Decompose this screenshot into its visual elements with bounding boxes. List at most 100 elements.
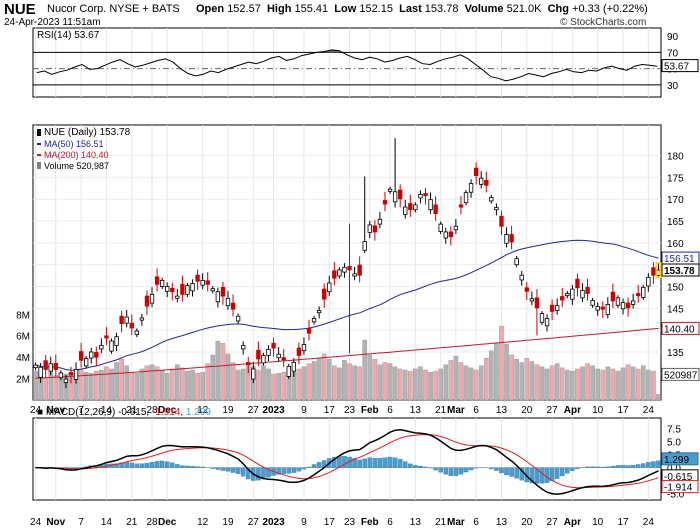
price-x-label: 27 bbox=[248, 405, 260, 416]
rsi-title: RSI(14) 53.67 bbox=[37, 30, 100, 41]
candle-body bbox=[139, 317, 145, 321]
volume-bar bbox=[195, 373, 200, 401]
candle-body bbox=[362, 241, 367, 251]
candle-body bbox=[43, 360, 48, 370]
high-label: High bbox=[266, 3, 292, 15]
volume-bar bbox=[564, 369, 570, 401]
price-badge-ma200 bbox=[661, 321, 700, 335]
candle-body bbox=[185, 285, 190, 295]
candle-body bbox=[170, 287, 175, 293]
macd-x-label: 21 bbox=[435, 517, 447, 528]
macd-hist-bar bbox=[169, 462, 175, 468]
macd-hist-bar bbox=[539, 467, 545, 484]
macd-hist-bar bbox=[600, 466, 606, 468]
volume-bar bbox=[519, 362, 525, 401]
macd-hist-bar bbox=[230, 467, 236, 473]
volume-bar bbox=[48, 371, 54, 401]
open-value: 152.57 bbox=[227, 3, 261, 15]
volume-bar bbox=[418, 366, 423, 401]
volume-bar bbox=[580, 366, 585, 401]
macd-hist-bar bbox=[149, 462, 155, 468]
macd-hist-bar bbox=[159, 460, 165, 468]
volume-bar bbox=[347, 363, 352, 401]
candle-body bbox=[311, 317, 317, 323]
macd-signal-line bbox=[35, 434, 659, 489]
candle-body bbox=[433, 204, 438, 215]
volume-tick-label: 4M bbox=[16, 353, 30, 364]
macd-hist-bar bbox=[185, 465, 190, 468]
candle-body bbox=[261, 355, 266, 364]
candle-body bbox=[286, 365, 291, 377]
price-badge-last bbox=[661, 263, 700, 277]
macd-hist-bar bbox=[235, 467, 241, 474]
volume-bar bbox=[78, 368, 84, 401]
macd-x-label: 23 bbox=[344, 517, 356, 528]
macd-hist-bar bbox=[635, 464, 641, 468]
macd-hist-bar bbox=[468, 467, 474, 471]
volume-bar bbox=[529, 361, 535, 401]
macd-x-label: 24 bbox=[643, 517, 655, 528]
candle-body bbox=[129, 322, 134, 329]
volume-bar bbox=[109, 368, 114, 401]
rsi-line bbox=[36, 49, 658, 82]
candle-body bbox=[443, 231, 448, 239]
price-x-label: 20 bbox=[521, 405, 533, 416]
legend-swatch bbox=[37, 162, 41, 169]
candle-body bbox=[190, 283, 195, 292]
last-label: Last bbox=[399, 3, 422, 15]
rsi-tick-label: 70 bbox=[667, 48, 679, 59]
rsi-last-badge bbox=[661, 59, 699, 73]
price-x-label: 13 bbox=[410, 405, 422, 416]
candle-body bbox=[119, 315, 124, 325]
macd-x-label: 24 bbox=[30, 517, 42, 528]
candle-body bbox=[322, 288, 327, 300]
price-tick-label: 145 bbox=[667, 304, 684, 315]
volume-bar bbox=[377, 364, 383, 401]
macd-hist-bar bbox=[281, 467, 286, 474]
candle-body bbox=[453, 225, 459, 231]
volume-bar bbox=[337, 367, 342, 401]
candle-body bbox=[403, 206, 408, 215]
volume-bar bbox=[332, 365, 337, 401]
candle-body bbox=[357, 264, 362, 276]
candle-body bbox=[337, 269, 342, 277]
candle-body bbox=[479, 177, 484, 185]
macd-hist-bar bbox=[615, 465, 621, 468]
volume-bar bbox=[413, 368, 418, 401]
candle-body bbox=[68, 372, 74, 376]
macd-hist-bar bbox=[630, 464, 636, 468]
volume-bar bbox=[306, 363, 312, 401]
candle-body bbox=[641, 286, 646, 298]
price-tick-label: 180 bbox=[667, 152, 684, 163]
volume-bar bbox=[104, 366, 109, 401]
volume-bar bbox=[276, 373, 281, 401]
volume-bar bbox=[590, 365, 595, 401]
price-x-label: Apr bbox=[564, 405, 581, 416]
macd-hist-bar bbox=[154, 461, 160, 468]
candle-body bbox=[99, 345, 104, 350]
candle-body bbox=[489, 197, 494, 202]
macd-hist-bar bbox=[423, 466, 428, 468]
volume-bar bbox=[169, 368, 175, 401]
price-tick-label: 160 bbox=[667, 239, 684, 250]
volume-bar bbox=[134, 373, 140, 401]
macd-hist-bar bbox=[595, 466, 600, 468]
volume-bar bbox=[129, 371, 135, 401]
volume-bar bbox=[357, 366, 362, 401]
macd-hist-bar bbox=[438, 467, 443, 473]
candle-body bbox=[484, 180, 489, 186]
candle-body bbox=[124, 316, 129, 324]
macd-hist-bar bbox=[565, 467, 570, 474]
macd-hist-bar bbox=[291, 467, 297, 473]
candle-body bbox=[347, 266, 352, 271]
volume-bar bbox=[175, 364, 180, 401]
candle-body bbox=[398, 189, 403, 200]
macd-hist-bar bbox=[129, 462, 135, 468]
volume-label: Volume bbox=[464, 3, 504, 15]
candle-body bbox=[48, 363, 53, 372]
macd-hist-bar bbox=[575, 467, 580, 469]
candle-body bbox=[600, 306, 605, 310]
volume-bar bbox=[154, 366, 160, 401]
macd-hist-bar bbox=[362, 458, 368, 468]
